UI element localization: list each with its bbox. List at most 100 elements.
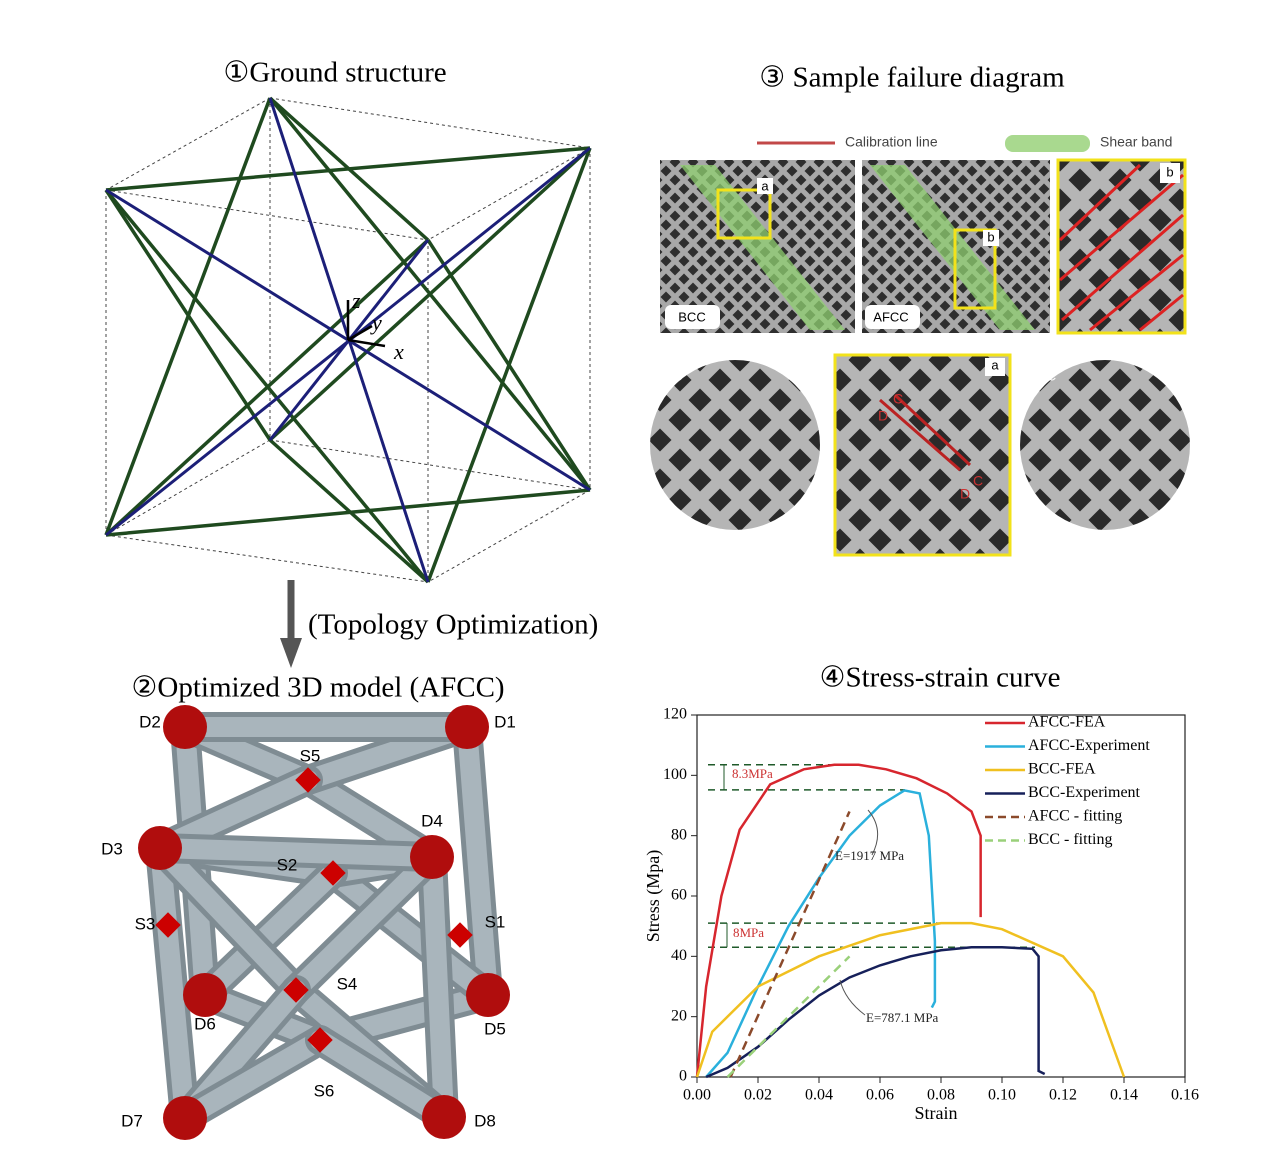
panel-title: ④Stress-strain curve (819, 662, 1060, 694)
legend-label: AFCC-Experiment (1028, 737, 1150, 754)
node (466, 973, 510, 1017)
strut (268, 146, 592, 442)
axis-label: y (370, 310, 382, 335)
x-tick-label: 0.04 (805, 1087, 833, 1104)
tube (323, 863, 498, 1005)
x-tick-label: 0.16 (1171, 1087, 1199, 1104)
ground-structure: zyx (104, 96, 592, 584)
y-tick-label: 40 (671, 947, 687, 964)
panel-label: b (1166, 164, 1173, 179)
node-label: D1 (494, 712, 516, 731)
node-label: D7 (121, 1111, 143, 1130)
node-label: S3 (135, 914, 156, 933)
panel-label: a (991, 357, 999, 372)
panel-label: AFCC (873, 309, 908, 324)
failure-diagram: Calibration line Shear band a b BCC AFCC b D-D a… (650, 134, 1190, 557)
strut (268, 96, 430, 242)
node-label: S5 (300, 746, 321, 765)
panel-title: ②Optimized 3D model (AFCC) (131, 672, 504, 704)
node-label: D4 (421, 811, 443, 830)
node (410, 835, 454, 879)
annotation: 8MPa (733, 925, 764, 940)
leader (839, 809, 879, 1016)
legend-label: AFCC-FEA (1028, 714, 1106, 731)
y-tick-label: 80 (671, 826, 687, 843)
node-label: S4 (337, 974, 358, 993)
annotation: E=787.1 MPa (866, 1010, 939, 1025)
x-tick-label: 0.12 (1049, 1087, 1077, 1104)
section-label: D (960, 486, 970, 502)
cube-edge (427, 489, 591, 583)
node (163, 705, 207, 749)
section-label: D (878, 408, 888, 424)
strut (268, 438, 430, 584)
node (422, 1095, 466, 1139)
legend-label: BCC - fitting (1028, 831, 1112, 848)
x-tick-label: 0.00 (683, 1087, 711, 1104)
node-label: S6 (314, 1081, 335, 1100)
strut (104, 97, 272, 536)
node-label: S2 (277, 855, 298, 874)
tube (150, 838, 195, 1128)
panel-label: a (761, 178, 769, 193)
x-tick-label: 0.10 (988, 1087, 1016, 1104)
joint (447, 922, 473, 948)
panel-label: b (987, 229, 994, 244)
tube (286, 847, 442, 1000)
series-line (705, 946, 1046, 1079)
cube-edge (105, 534, 429, 583)
x-tick-label: 0.06 (866, 1087, 894, 1104)
joint (320, 860, 346, 886)
strut (105, 488, 591, 537)
stress-strain-chart: 0 20 40 60 80 100 120 0.00 0.02 0.04 0.06 0.08 0.10 0… (643, 706, 1199, 1123)
panel-label: D-D (660, 368, 683, 383)
node (138, 826, 182, 870)
axes (346, 300, 386, 348)
node (445, 705, 489, 749)
annotation: E=1917 MPa (835, 848, 904, 863)
series-line (695, 921, 1126, 1078)
panel-label: C-C (1033, 368, 1056, 383)
node-label: D8 (474, 1111, 496, 1130)
x-tick-label: 0.14 (1110, 1087, 1138, 1104)
panel-title: ③ Sample failure diagram (759, 62, 1065, 94)
y-tick-label: 100 (663, 766, 687, 783)
node-label: D3 (101, 839, 123, 858)
joint (295, 767, 321, 793)
x-tick-label: 0.08 (927, 1087, 955, 1104)
tube (150, 838, 306, 1000)
legend-label: Calibration line (845, 134, 938, 150)
tube (310, 1030, 454, 1127)
series-line (729, 811, 851, 1078)
axis-label: x (393, 339, 404, 364)
cube-edge (105, 439, 271, 536)
tube (195, 863, 343, 1005)
legend-label: AFCC - fitting (1028, 808, 1122, 825)
series-line (695, 763, 982, 1078)
tube (175, 1030, 330, 1128)
y-tick-label: 120 (663, 706, 687, 723)
strut (426, 147, 592, 583)
optimized-model: D1 D2 D3 D4 D5 D6 D7 D8 S1 S2 S3 S4 S5 S6 (101, 705, 516, 1140)
tube (457, 717, 498, 1005)
section-label: C (893, 391, 903, 407)
arrow (280, 580, 302, 668)
joint (155, 912, 181, 938)
tube (150, 838, 442, 867)
y-tick-label: 60 (671, 887, 687, 904)
strut (104, 238, 430, 537)
node (183, 973, 227, 1017)
node-label: S1 (485, 912, 506, 931)
legend-label: Shear band (1100, 134, 1172, 150)
series-line (726, 955, 851, 1078)
legend-label: BCC-Experiment (1028, 784, 1141, 801)
y-axis-label: Stress (Mpa) (643, 850, 664, 943)
annotation: 8.3MPa (732, 766, 773, 781)
tube (422, 847, 454, 1127)
node (163, 1096, 207, 1140)
node-label: D5 (484, 1019, 506, 1038)
node-label: D2 (139, 712, 161, 731)
panel-title: ①Ground structure (223, 57, 446, 89)
axis-label: z (351, 288, 361, 313)
